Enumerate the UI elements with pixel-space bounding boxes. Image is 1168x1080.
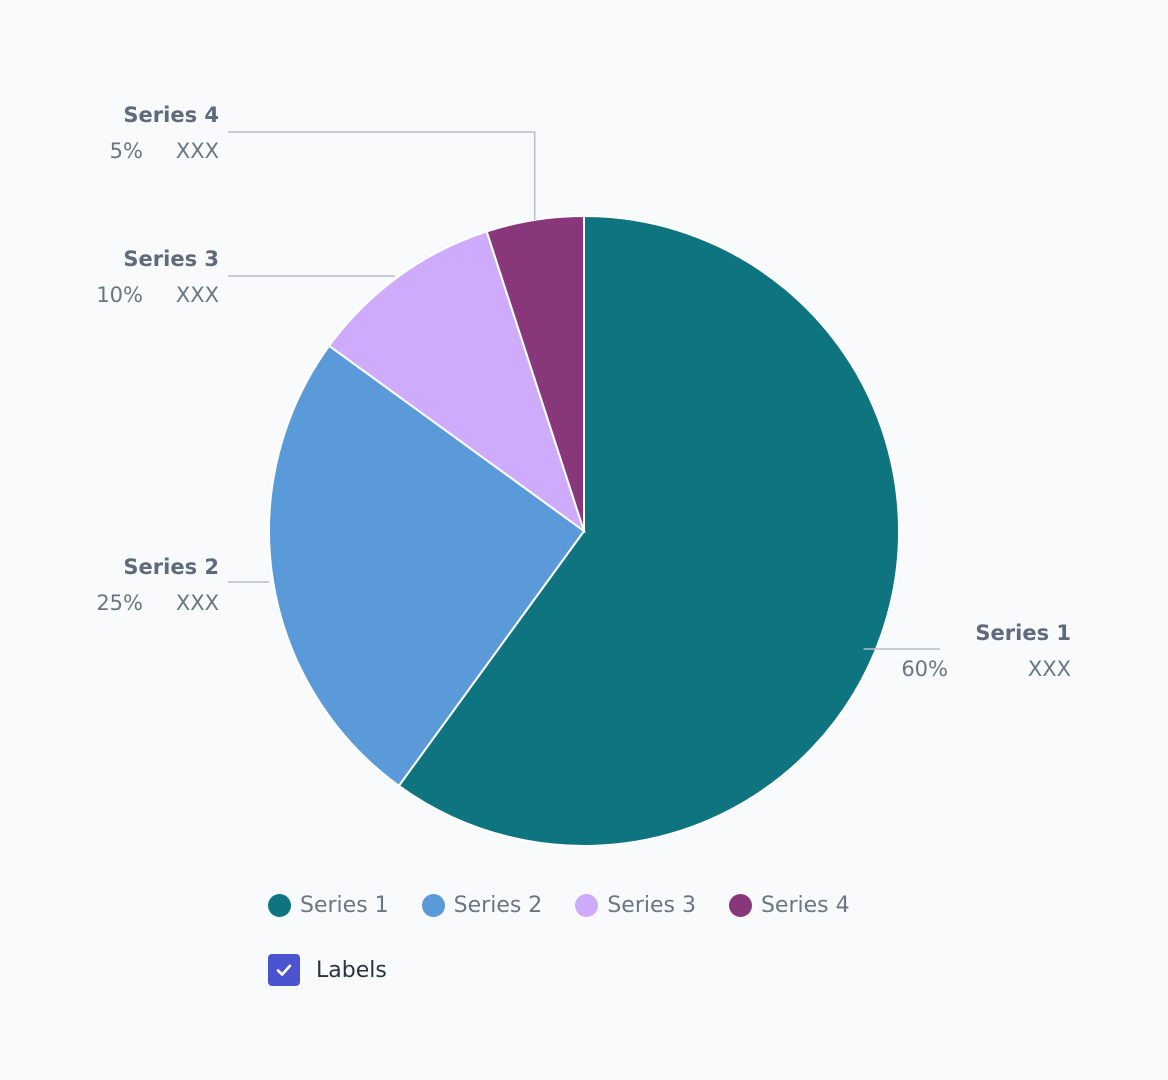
legend-swatch-icon <box>421 894 445 917</box>
pie-slice-4[interactable] <box>485 214 585 532</box>
pie-slice-3[interactable] <box>327 230 586 534</box>
legend-label: Series 2 <box>453 893 543 918</box>
legend-swatch-icon <box>268 894 291 917</box>
leader-line-4 <box>228 131 536 220</box>
checkmark-icon <box>276 964 292 976</box>
legend-item-series-3[interactable]: Series 3 <box>575 893 696 918</box>
slice-labels: Series 1 60% XXX Series 2 25% XXX Series 3 10% X… <box>96 103 1071 681</box>
legend-label: Series 4 <box>760 893 850 918</box>
label-leader-lines <box>228 131 940 650</box>
pie-chart: Series 1 60% XXX Series 2 25% XXX Series 3 10% X… <box>96 103 1071 847</box>
slice-label-name-3: Series 3 <box>123 247 219 271</box>
slice-label-name-4: Series 4 <box>123 103 219 127</box>
legend: Series 1 Series 2 Series 3 Series 4 <box>268 893 883 918</box>
slice-label-name-2: Series 2 <box>123 555 219 579</box>
slice-label-percent-3: 10% <box>96 283 143 307</box>
labels-toggle[interactable]: Labels <box>268 954 387 986</box>
slice-label-percent-2: 25% <box>96 591 143 615</box>
legend-swatch-icon <box>575 894 599 917</box>
labels-toggle-label: Labels <box>316 957 387 983</box>
legend-item-series-1[interactable]: Series 1 <box>268 893 389 918</box>
legend-label: Series 3 <box>607 893 696 918</box>
pie-slice-2[interactable] <box>268 344 586 788</box>
legend-item-series-4[interactable]: Series 4 <box>728 893 850 918</box>
slice-label-value-2: XXX <box>176 591 219 615</box>
slice-label-value-4: XXX <box>176 139 219 163</box>
pie-slice-1[interactable] <box>397 214 900 847</box>
slice-label-value-1: XXX <box>1028 657 1071 681</box>
legend-label: Series 1 <box>300 893 389 918</box>
labels-checkbox[interactable] <box>268 954 300 986</box>
pie-slices <box>268 214 900 847</box>
slice-label-percent-4: 5% <box>110 139 143 163</box>
slice-label-value-3: XXX <box>176 283 219 307</box>
legend-item-series-2[interactable]: Series 2 <box>421 893 543 918</box>
slice-label-percent-1: 60% <box>901 657 948 681</box>
legend-swatch-icon <box>728 894 752 917</box>
slice-label-name-1: Series 1 <box>975 621 1071 645</box>
